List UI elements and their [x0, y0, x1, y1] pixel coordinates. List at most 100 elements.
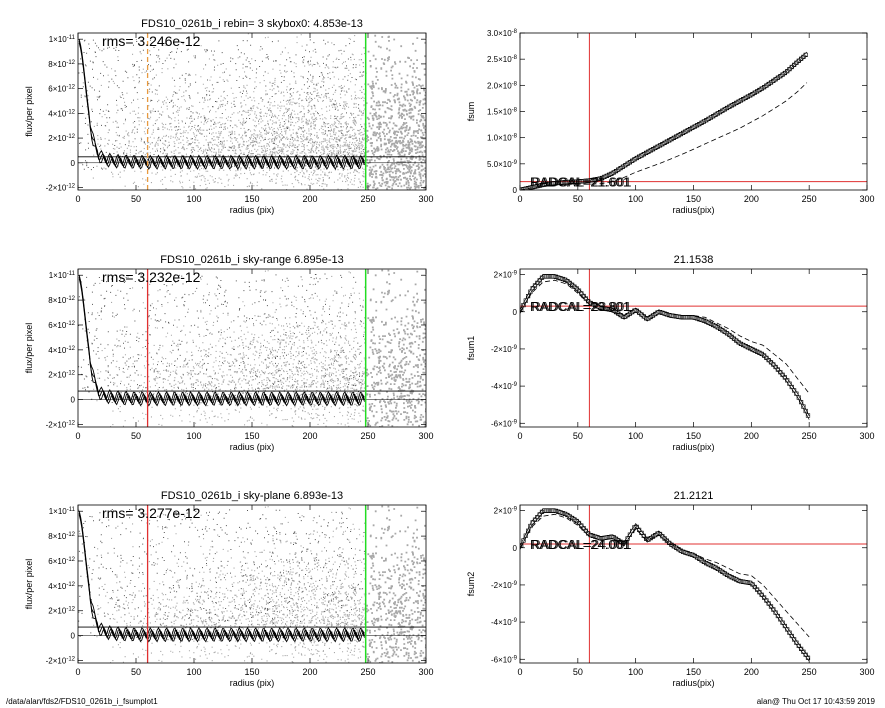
data-point	[660, 142, 665, 147]
data-point	[782, 623, 787, 629]
data-point	[558, 180, 563, 185]
data-point	[590, 533, 595, 538]
data-point	[685, 551, 690, 556]
data-point	[694, 316, 700, 321]
x-tick-label: 50	[131, 667, 141, 677]
data-point	[664, 312, 669, 317]
data-point	[741, 342, 746, 348]
data-markers	[520, 52, 808, 190]
data-point	[743, 579, 748, 585]
data-point	[611, 170, 616, 175]
data-point	[537, 278, 542, 283]
data-point	[724, 105, 730, 111]
y-tick-label: 1×10-11	[49, 271, 76, 280]
x-tick-label: 200	[744, 194, 759, 204]
data-point	[727, 574, 732, 579]
y-tick-label: 0	[513, 308, 518, 317]
data-point	[634, 155, 639, 161]
y-axis-label: fsum2	[466, 572, 476, 597]
data-point	[748, 93, 753, 98]
data-point	[549, 508, 554, 513]
data-point	[692, 124, 697, 129]
data-point	[641, 533, 646, 538]
data-point	[766, 357, 771, 363]
profile-line	[78, 39, 365, 167]
data-point	[648, 148, 653, 153]
x-tick-label: 300	[418, 431, 433, 441]
data-point	[657, 143, 663, 148]
data-point	[643, 536, 649, 541]
chart-panel-3: rms= 3.232e-12 0 50 100 150 200 250 300 1×10-11 8…	[24, 254, 434, 452]
data-point	[583, 528, 588, 533]
data-point	[664, 538, 669, 543]
data-point	[627, 311, 632, 316]
y-tick-label: 0	[71, 159, 76, 168]
data-point	[530, 185, 535, 190]
data-point	[648, 314, 653, 320]
data-point	[539, 275, 545, 280]
scatter-points	[78, 33, 426, 190]
y-tick-label: 2×10-12	[48, 607, 75, 616]
data-point	[528, 289, 533, 294]
data-point	[687, 551, 693, 557]
data-point	[521, 187, 526, 190]
data-point	[678, 548, 683, 553]
data-point	[630, 309, 635, 315]
y-tick-label: 2×10-9	[494, 507, 518, 516]
x-tick-label: 300	[859, 194, 874, 204]
data-point	[771, 362, 776, 367]
data-point	[743, 343, 748, 349]
panel-title: FDS10_0261b_i rebin= 3 skybox0: 4.853e-1…	[141, 18, 363, 30]
x-tick-label: 250	[360, 667, 375, 677]
data-point	[641, 152, 646, 157]
data-point	[727, 104, 732, 109]
data-point	[750, 582, 755, 587]
data-point	[609, 171, 614, 176]
panel-title: 21.1538	[674, 254, 714, 266]
data-point	[542, 274, 547, 279]
x-tick-label: 50	[131, 194, 141, 204]
x-axis-label: radius(pix)	[672, 205, 714, 215]
data-point	[791, 637, 797, 642]
data-point	[685, 315, 690, 320]
x-tick-label: 250	[802, 194, 817, 204]
plot-area	[520, 505, 867, 663]
y-tick-label: 3.0×10-8	[487, 29, 518, 38]
data-point	[708, 321, 713, 326]
x-tick-label: 300	[418, 667, 433, 677]
y-tick-label: 8×10-12	[48, 296, 75, 305]
data-point	[660, 534, 665, 539]
data-point	[539, 509, 545, 515]
data-point	[803, 52, 808, 57]
x-tick-label: 100	[186, 194, 201, 204]
data-point	[551, 181, 556, 186]
x-tick-label: 250	[360, 431, 375, 441]
y-tick-label: 0	[513, 186, 518, 195]
data-point	[602, 535, 607, 540]
data-point	[678, 314, 683, 320]
data-point	[662, 311, 667, 316]
data-point	[632, 308, 637, 313]
y-tick-label: 6×10-12	[48, 85, 75, 94]
data-point	[796, 643, 801, 648]
data-markers	[520, 274, 811, 418]
data-point	[620, 314, 625, 319]
y-tick-label: 1×10-11	[49, 35, 76, 44]
data-point	[706, 562, 711, 567]
data-point	[794, 640, 799, 645]
y-axis-label: flux/per pixel	[24, 323, 34, 374]
data-point	[521, 302, 526, 308]
y-tick-label: -2×10-12	[46, 184, 76, 193]
x-tick-label: 300	[859, 667, 874, 677]
y-tick-label: -6×10-9	[491, 655, 518, 664]
data-point	[715, 111, 720, 116]
footer-path: /data/alan/fds2/FDS10_0261b_i_fsumplot1	[6, 697, 158, 706]
x-tick-label: 50	[573, 667, 583, 677]
data-point	[625, 312, 630, 318]
x-tick-label: 300	[418, 194, 433, 204]
data-point	[549, 274, 554, 279]
y-tick-label: -2×10-9	[491, 581, 518, 590]
data-point	[553, 274, 558, 279]
